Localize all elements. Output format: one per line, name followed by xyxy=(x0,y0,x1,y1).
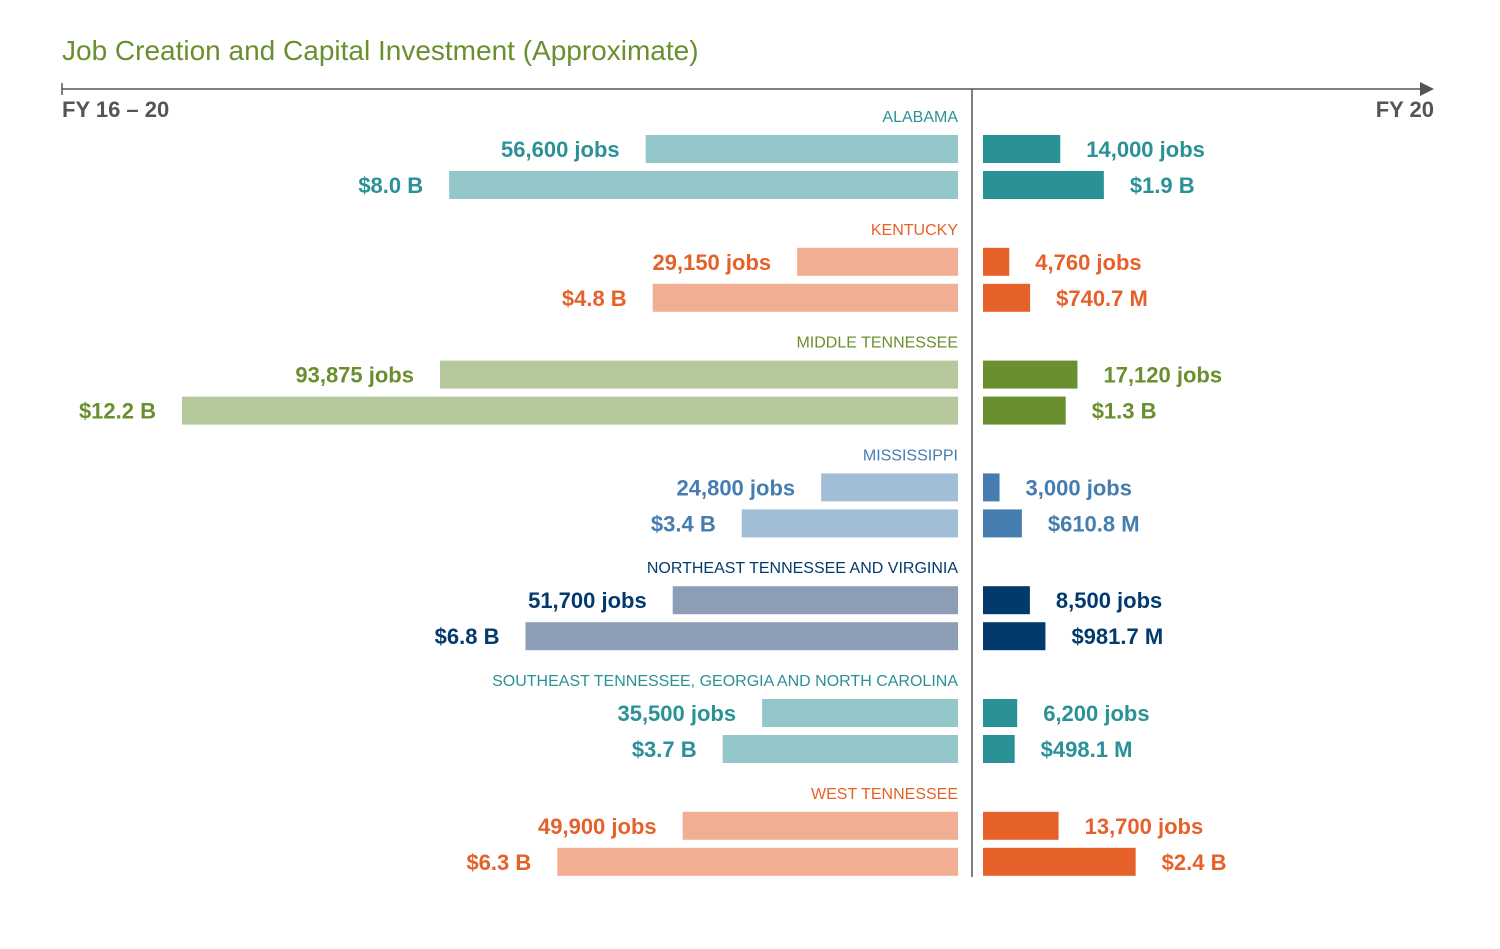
left-investment-bar xyxy=(182,396,958,425)
right-investment-label: $1.3 B xyxy=(1092,399,1157,424)
right-jobs-bar xyxy=(983,811,1059,840)
left-jobs-bar xyxy=(645,135,958,163)
right-investment-bar xyxy=(983,283,1031,312)
right-jobs-bar xyxy=(983,247,1010,276)
right-jobs-bar xyxy=(983,135,1061,163)
right-investment-bar xyxy=(983,622,1046,651)
region-label: WEST TENNESSEE xyxy=(811,786,958,803)
left-jobs-bar xyxy=(440,360,958,389)
right-jobs-label: 14,000 jobs xyxy=(1086,137,1205,162)
left-jobs-label: 35,500 jobs xyxy=(617,701,736,726)
region-label: SOUTHEAST TENNESSEE, GEORGIA AND NORTH C… xyxy=(492,673,958,690)
right-jobs-bar xyxy=(983,586,1030,615)
left-jobs-bar xyxy=(682,811,958,840)
left-investment-label: $6.8 B xyxy=(435,624,500,649)
left-jobs-bar xyxy=(672,586,958,615)
left-investment-label: $8.0 B xyxy=(358,173,423,198)
left-investment-label: $12.2 B xyxy=(79,399,156,424)
right-jobs-bar xyxy=(983,473,1000,502)
right-investment-label: $740.7 M xyxy=(1056,286,1148,311)
timeline-arrow-icon xyxy=(1420,82,1434,96)
bars-group: ALABAMA 56,600 jobs 14,000 jobs $8.0 B $1.9 … xyxy=(79,109,1227,876)
right-investment-label: $498.1 M xyxy=(1041,737,1133,762)
left-jobs-bar xyxy=(762,699,958,727)
right-investment-label: $2.4 B xyxy=(1162,850,1227,875)
left-jobs-bar xyxy=(821,473,958,502)
right-jobs-label: 8,500 jobs xyxy=(1056,588,1162,613)
right-investment-label: $1.9 B xyxy=(1130,173,1195,198)
left-period-label: FY 16 – 20 xyxy=(62,97,169,122)
right-investment-bar xyxy=(983,396,1066,425)
region-label: ALABAMA xyxy=(882,109,958,126)
region-label: MISSISSIPPI xyxy=(863,447,958,464)
right-jobs-label: 3,000 jobs xyxy=(1026,475,1132,500)
left-investment-bar xyxy=(525,622,958,651)
right-investment-bar xyxy=(983,735,1015,763)
left-jobs-label: 24,800 jobs xyxy=(677,475,796,500)
right-investment-label: $610.8 M xyxy=(1048,511,1140,536)
right-jobs-label: 17,120 jobs xyxy=(1103,363,1222,388)
right-jobs-bar xyxy=(983,360,1078,389)
left-jobs-bar xyxy=(797,247,958,276)
left-investment-bar xyxy=(557,847,958,876)
left-investment-label: $4.8 B xyxy=(562,286,627,311)
region-label: MIDDLE TENNESSEE xyxy=(796,335,958,352)
right-jobs-label: 13,700 jobs xyxy=(1085,814,1204,839)
left-investment-bar xyxy=(652,283,958,312)
left-investment-label: $3.4 B xyxy=(651,511,716,536)
left-jobs-label: 51,700 jobs xyxy=(528,588,647,613)
region-label: KENTUCKY xyxy=(871,222,958,239)
left-investment-label: $6.3 B xyxy=(466,850,531,875)
left-jobs-label: 56,600 jobs xyxy=(501,137,620,162)
right-investment-label: $981.7 M xyxy=(1071,624,1163,649)
right-investment-bar xyxy=(983,171,1104,199)
left-investment-bar xyxy=(741,509,958,538)
region-label: NORTHEAST TENNESSEE AND VIRGINIA xyxy=(647,560,959,577)
right-jobs-bar xyxy=(983,699,1018,727)
right-investment-bar xyxy=(983,847,1136,876)
right-investment-bar xyxy=(983,509,1022,538)
left-investment-bar xyxy=(722,735,958,763)
right-jobs-label: 4,760 jobs xyxy=(1035,250,1141,275)
left-jobs-label: 29,150 jobs xyxy=(653,250,772,275)
right-period-label: FY 20 xyxy=(1376,97,1434,122)
left-jobs-label: 49,900 jobs xyxy=(538,814,657,839)
left-investment-label: $3.7 B xyxy=(632,737,697,762)
right-jobs-label: 6,200 jobs xyxy=(1043,701,1149,726)
left-investment-bar xyxy=(449,171,958,199)
chart-title: Job Creation and Capital Investment (App… xyxy=(62,35,699,66)
left-jobs-label: 93,875 jobs xyxy=(295,363,414,388)
